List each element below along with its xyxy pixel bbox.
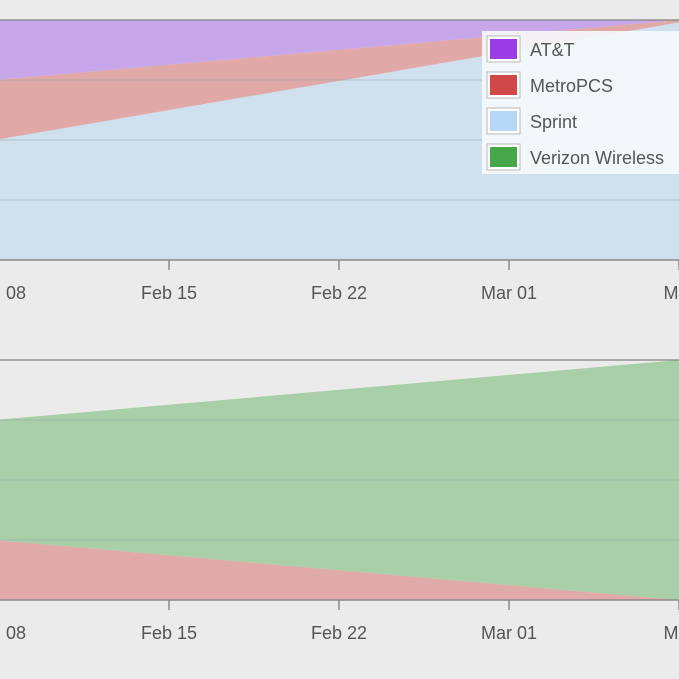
x-tick-label: Feb 15 [141,283,197,303]
x-tick-label: Mar [664,283,679,303]
legend-swatch [490,75,517,95]
legend-label: Verizon Wireless [530,148,664,168]
legend-item-metropcs[interactable]: MetroPCS [486,71,613,99]
legend-swatch [490,147,517,167]
area-verizon-wireless [0,360,679,600]
x-tick-label: Mar 01 [481,283,537,303]
x-tick-label: Mar 01 [481,623,537,643]
legend-item-at-t[interactable]: AT&T [486,35,575,63]
x-tick-label: Feb 22 [311,623,367,643]
legend-label: AT&T [530,40,575,60]
legend: AT&T MetroPCS Sprint Verizon Wireless [482,31,679,174]
legend-label: MetroPCS [530,76,613,96]
legend-item-sprint[interactable]: Sprint [486,107,577,135]
x-tick-label: Feb 22 [311,283,367,303]
legend-swatch [490,111,517,131]
x-tick-label: Feb 15 [141,623,197,643]
x-tick-label: 08 [6,623,26,643]
legend-label: Sprint [530,112,577,132]
legend-swatch [490,39,517,59]
x-tick-label: Mar [664,623,679,643]
x-tick-label: 08 [6,283,26,303]
legend-item-verizon-wireless[interactable]: Verizon Wireless [486,143,664,171]
bottom-area-chart: 08 Feb 15 Feb 22 Mar 01 Mar [0,359,679,643]
